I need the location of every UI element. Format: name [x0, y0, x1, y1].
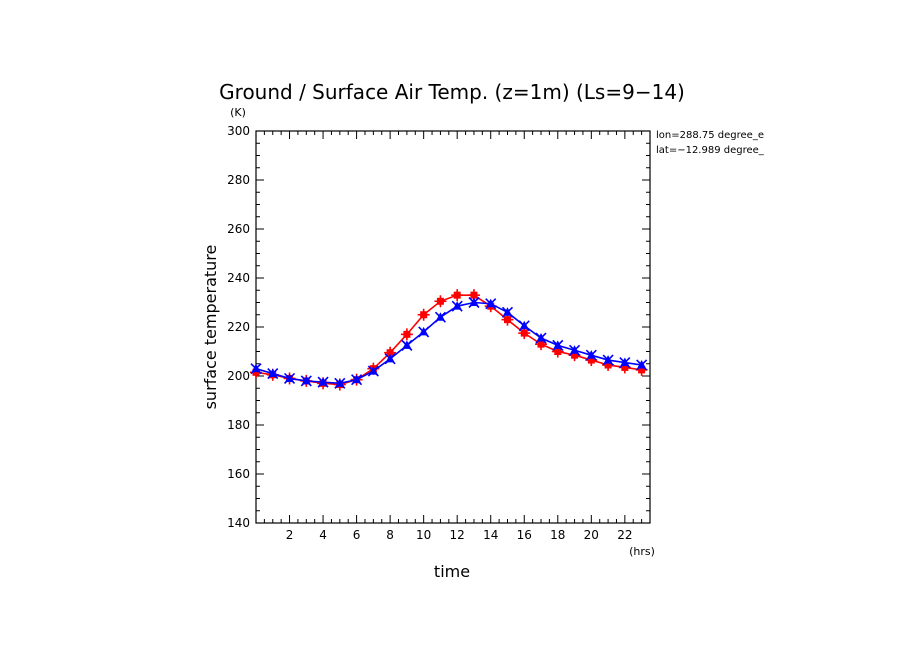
data-point: [300, 375, 312, 387]
data-point: [501, 306, 514, 318]
y-tick-label: 280: [227, 173, 250, 187]
annotation-lon: lon=288.75 degree_e: [656, 130, 764, 141]
y-tick-label: 200: [227, 369, 250, 383]
x-tick-label: 8: [386, 528, 394, 542]
x-tick-label: 2: [286, 528, 294, 542]
data-point: [334, 377, 346, 389]
plot-frame: [255, 130, 651, 524]
data-point: [434, 311, 446, 323]
data-point: [451, 300, 463, 312]
series-line-0: [255, 294, 642, 386]
x-axis-label: time: [434, 562, 470, 581]
x-tick-label: 6: [353, 528, 361, 542]
data-point: [552, 339, 564, 351]
data-point: [485, 298, 497, 310]
data-point: [434, 295, 447, 308]
series-line-1: [255, 301, 642, 385]
y-tick-label: 300: [227, 124, 250, 138]
x-unit-label: (hrs): [629, 545, 655, 558]
annotation-lat: lat=−12.989 degree_: [656, 145, 765, 156]
x-tick-label: 20: [584, 528, 599, 542]
x-tick-label: 14: [483, 528, 498, 542]
data-point: [636, 359, 648, 371]
x-tick-label: 16: [517, 528, 532, 542]
data-point: [418, 326, 430, 338]
series-layer: [250, 289, 648, 391]
x-tick-label: 12: [450, 528, 465, 542]
data-point: [568, 344, 581, 356]
data-point: [250, 363, 262, 375]
chart-title: Ground / Surface Air Temp. (z=1m) (Ls=9−…: [219, 80, 685, 104]
x-tick-label: 18: [550, 528, 565, 542]
x-tick-label: 4: [319, 528, 327, 542]
data-point: [267, 367, 279, 380]
x-tick-label: 10: [416, 528, 431, 542]
data-point: [417, 308, 430, 321]
x-tick-label: 22: [617, 528, 632, 542]
data-point: [535, 332, 547, 344]
axis-ticks: 140 160 180 200 220 240 260 280 300 2 4 6 8 10 12 14 16 1…: [227, 124, 651, 542]
data-point: [367, 365, 379, 377]
data-point: [451, 289, 464, 302]
y-tick-label: 180: [227, 418, 250, 432]
data-point: [518, 320, 530, 332]
data-point: [585, 349, 597, 361]
y-unit-label: (K): [230, 106, 246, 119]
data-point: [619, 356, 631, 369]
y-tick-label: 160: [227, 467, 250, 481]
y-axis-label: surface temperature: [201, 245, 220, 410]
data-point: [401, 339, 413, 351]
y-tick-label: 260: [227, 222, 250, 236]
data-point: [317, 376, 329, 388]
data-point: [602, 354, 614, 366]
data-point: [468, 296, 480, 309]
data-point: [283, 372, 296, 385]
y-tick-label: 220: [227, 320, 250, 334]
y-tick-label: 240: [227, 271, 250, 285]
y-tick-label: 140: [227, 516, 250, 530]
data-point: [400, 328, 413, 341]
data-point: [384, 353, 396, 365]
data-point: [351, 374, 363, 386]
